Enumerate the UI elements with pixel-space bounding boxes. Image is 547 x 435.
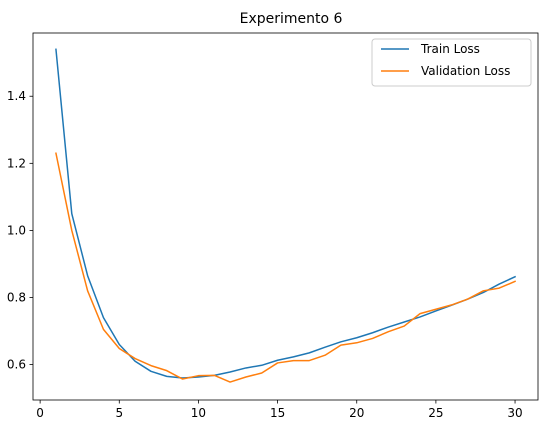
x-tick-label: 20 <box>349 406 364 420</box>
x-tick-label: 0 <box>36 406 44 420</box>
y-tick-label: 0.6 <box>7 358 26 372</box>
x-axis-ticks: 0 5 10 15 20 25 30 <box>36 400 523 420</box>
x-tick-label: 5 <box>115 406 123 420</box>
legend-box <box>371 38 532 87</box>
y-tick-label: 0.8 <box>7 291 26 305</box>
legend: Train Loss Validation Loss <box>371 38 532 87</box>
series-layer <box>55 48 517 383</box>
x-tick-label: 30 <box>507 406 522 420</box>
y-tick-label: 1.2 <box>7 156 26 170</box>
x-tick-label: 10 <box>191 406 206 420</box>
x-tick-label: 25 <box>428 406 443 420</box>
x-tick-label: 15 <box>270 406 285 420</box>
series-line-validation-loss <box>55 152 517 383</box>
legend-label-validation-loss: Validation Loss <box>421 64 510 78</box>
chart-title: Experimento 6 <box>240 11 343 27</box>
y-tick-label: 1.4 <box>7 89 26 103</box>
legend-label-train-loss: Train Loss <box>420 42 480 56</box>
y-axis-ticks: 0.6 0.8 1.0 1.2 1.4 <box>7 89 33 372</box>
y-tick-label: 1.0 <box>7 223 26 237</box>
plot-area-frame <box>32 32 539 401</box>
series-line-train-loss <box>55 48 517 379</box>
